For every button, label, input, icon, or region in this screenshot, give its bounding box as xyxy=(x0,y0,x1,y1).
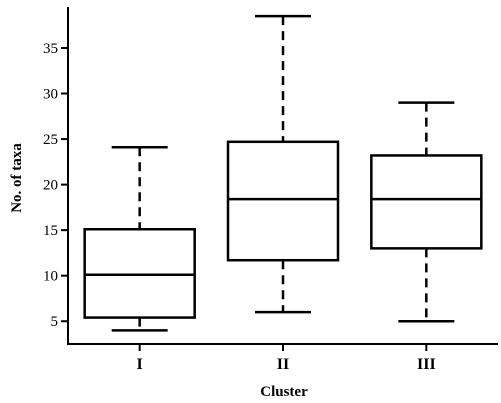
y-tick-label-15: 15 xyxy=(43,223,58,239)
y-tick-label-25: 25 xyxy=(43,132,58,148)
x-tick-label-I: I xyxy=(137,356,143,373)
cluster-III-box xyxy=(370,154,483,250)
x-tick-label-III: III xyxy=(417,356,436,373)
y-tick-label-35: 35 xyxy=(43,41,58,57)
cluster-I-box xyxy=(83,227,196,319)
y-axis-label: No. of taxa xyxy=(9,143,25,213)
y-tick-label-20: 20 xyxy=(43,178,58,194)
x-axis-label: Cluster xyxy=(260,384,308,400)
cluster-II-box xyxy=(226,140,340,262)
x-tick-label-II: II xyxy=(277,356,289,373)
y-tick-label-30: 30 xyxy=(43,87,58,103)
y-tick-label-5: 5 xyxy=(51,314,59,330)
y-tick-label-10: 10 xyxy=(43,269,58,285)
